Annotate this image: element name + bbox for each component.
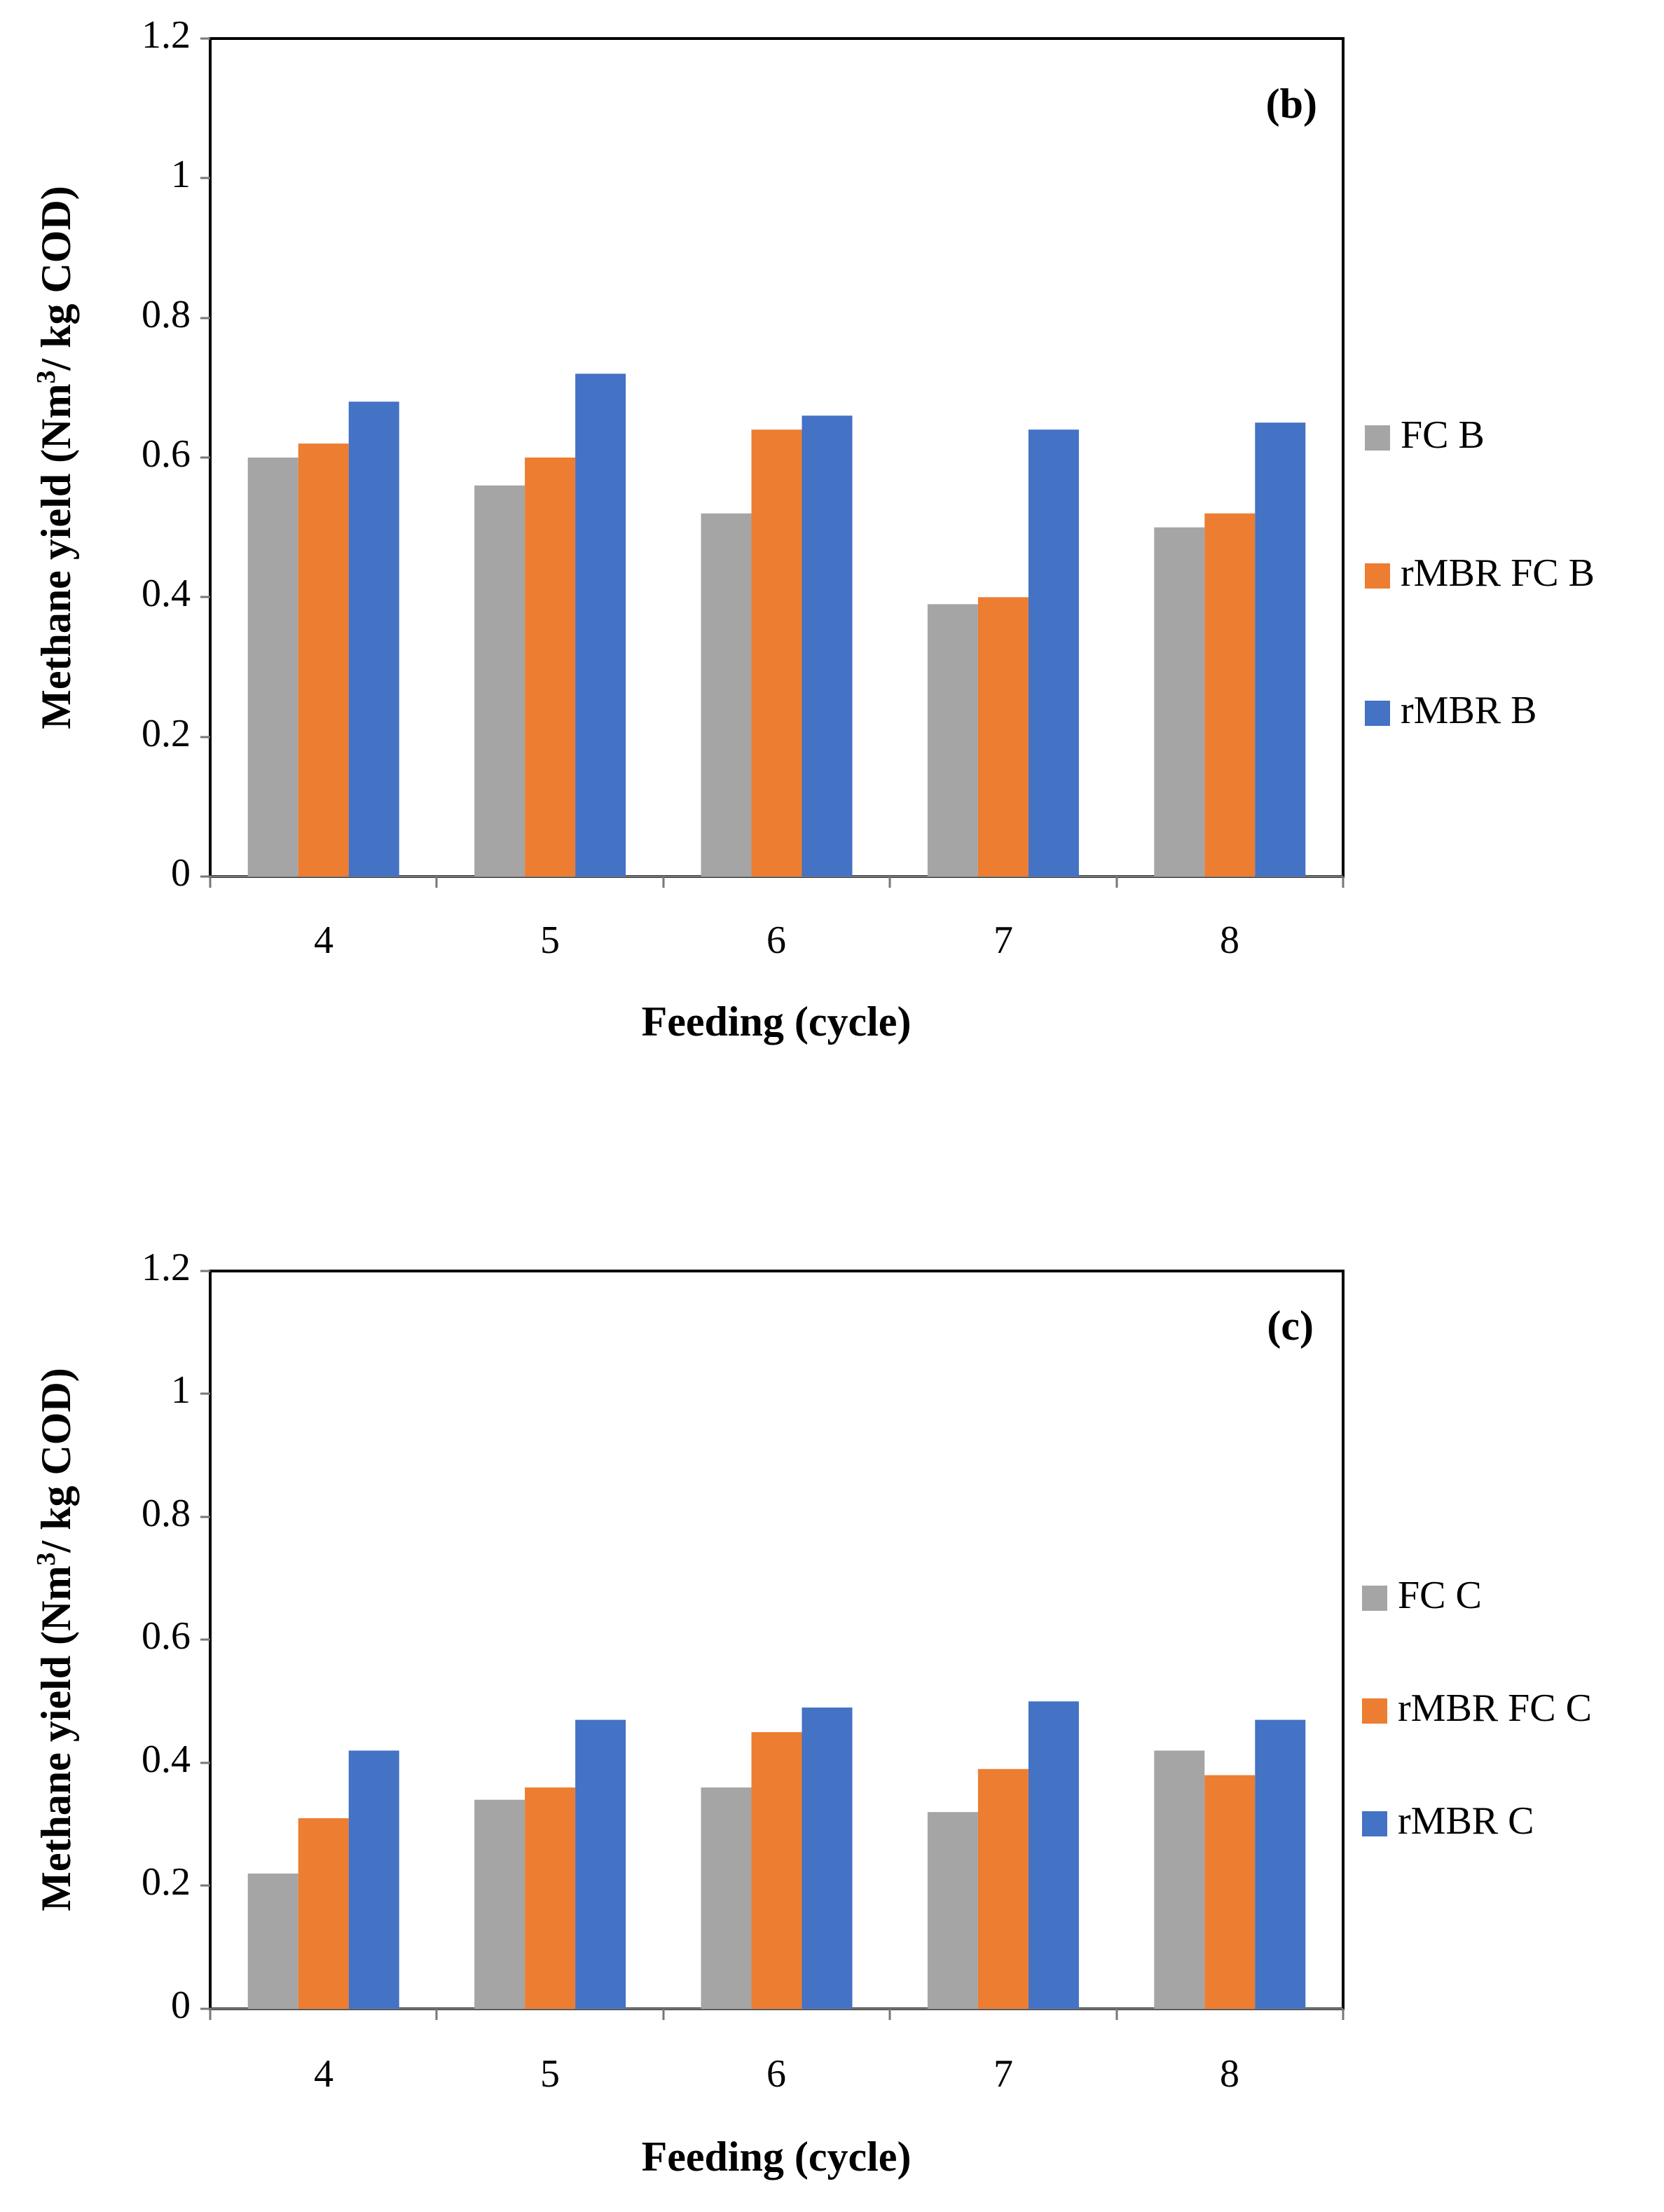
chart-c-xtick-label: 6 [766,2052,786,2096]
chart-b-bar-rmbr-6 [802,415,853,877]
chart-c-panel-label: (c) [1267,1303,1314,1349]
chart-c-y-axis-title-sup: 3 [32,1553,61,1566]
chart-c-bar-rmbr-5 [575,1719,626,2009]
chart-b-bar-fc-7 [927,604,978,877]
chart-c-bar-rmbr-4 [348,1750,399,2009]
chart-c-bar-fc-6 [701,1787,752,2009]
chart-c-bar-fc-4 [247,1873,298,2009]
chart-c-bar-rmbr-7 [1028,1701,1079,2009]
chart-c-xtick-label: 5 [540,2052,560,2096]
chart-c-bar-rmbr-fc-6 [751,1732,802,2009]
chart-b-xtick-label: 4 [314,919,334,962]
chart-c-ytick-label: 1 [171,1368,191,1412]
chart-b-ytick-label: 1.2 [142,13,191,57]
chart-c-ytick-label: 0.8 [142,1492,191,1535]
chart-b-ytick-label: 0.2 [142,712,191,755]
chart-b-y-axis-title-sup: 3 [32,371,61,384]
chart-c-ytick-label: 1.2 [142,1246,191,1289]
chart-b-ytick-label: 0.4 [142,572,191,615]
chart-b-bar-rmbr-5 [575,373,626,877]
chart-b-ytick-label: 1 [171,153,191,196]
chart-c-bar-fc-7 [927,1812,978,2009]
chart-c-bar-rmbr-8 [1255,1719,1306,2009]
chart-c-legend-swatch-rmbr-fc [1362,1698,1387,1724]
chart-b-y-axis-title-main: Methane yield (Nm [33,384,79,729]
chart-b-y-axis-title: Methane yield (Nm3/ kg COD) [32,186,79,729]
chart-c-bar-rmbr-6 [802,1708,853,2009]
chart-c-bars [247,1701,1306,2009]
chart-b-bar-rmbr-fc-5 [525,458,576,877]
chart-c-legend-label: rMBR FC C [1398,1687,1592,1730]
chart-b-bar-rmbr-4 [348,401,399,877]
chart-c-xtick-label: 4 [314,2052,334,2096]
chart-c-legend-swatch-fc [1362,1586,1387,1611]
chart-b-legend-swatch-rmbr [1365,701,1390,726]
chart-b: 0 0.2 0.4 0.6 0.8 1 1.2 4 5 6 7 8 Feedin… [32,13,1595,1045]
chart-b-legend-label: rMBR FC B [1401,551,1595,595]
chart-c-y-axis-title-main: Methane yield (Nm [33,1566,79,1911]
chart-b-legend-label: rMBR B [1401,689,1537,732]
chart-b-y-axis-title-tail: / kg COD) [33,186,79,371]
chart-c-xtick-label: 7 [993,2052,1013,2096]
chart-c-bar-rmbr-fc-5 [525,1787,576,2009]
chart-b-legend-swatch-fc [1365,425,1390,451]
chart-c-bar-rmbr-fc-4 [298,1818,349,2009]
chart-b-legend-label: FC B [1401,413,1485,457]
chart-b-xtick-label: 8 [1220,919,1239,962]
chart-b-bar-fc-6 [701,513,752,877]
chart-c-x-axis-title: Feeding (cycle) [642,2134,912,2180]
chart-b-legend: FC B rMBR FC B rMBR B [1365,413,1595,732]
chart-b-bar-fc-4 [247,458,298,877]
chart-c-legend-label: rMBR C [1398,1799,1534,1843]
chart-c-ytick-label: 0.2 [142,1860,191,1904]
chart-c-legend: FC C rMBR FC C rMBR C [1362,1574,1592,1843]
chart-b-bar-rmbr-8 [1255,423,1306,877]
chart-c-ytick-label: 0.4 [142,1738,191,1781]
chart-c-legend-swatch-rmbr [1362,1811,1387,1836]
chart-b-ytick-label: 0.6 [142,432,191,476]
chart-c-bar-rmbr-fc-7 [977,1768,1029,2009]
chart-c-y-axis-title: Methane yield (Nm3/ kg COD) [32,1368,79,1911]
chart-b-x-axis-title: Feeding (cycle) [642,998,912,1045]
chart-c-y-axis-title-tail: / kg COD) [33,1368,79,1553]
chart-b-xtick-label: 6 [766,919,786,962]
chart-b-ytick-label: 0.8 [142,293,191,336]
chart-c: 0 0.2 0.4 0.6 0.8 1 1.2 4 5 6 7 8 Feedin… [32,1246,1592,2180]
chart-b-legend-swatch-rmbr-fc [1365,563,1390,589]
chart-b-xtick-label: 7 [993,919,1013,962]
chart-b-ytick-label: 0 [171,851,191,895]
chart-c-bar-fc-5 [474,1799,525,2009]
chart-b-bars [247,373,1306,877]
chart-c-bar-fc-8 [1154,1750,1205,2009]
chart-b-bar-rmbr-fc-7 [977,597,1029,877]
chart-b-bar-rmbr-fc-4 [298,444,349,877]
chart-b-xtick-label: 5 [540,919,560,962]
chart-b-bar-fc-8 [1154,527,1205,877]
chart-c-legend-label: FC C [1398,1574,1482,1617]
chart-c-ytick-label: 0 [171,1984,191,2027]
chart-b-bar-rmbr-fc-6 [751,430,802,877]
chart-c-bar-rmbr-fc-8 [1204,1775,1256,2009]
chart-b-bar-rmbr-7 [1028,430,1079,877]
chart-b-panel-label: (b) [1266,81,1317,127]
chart-c-ytick-label: 0.6 [142,1614,191,1658]
chart-b-bar-fc-5 [474,485,525,877]
chart-c-xtick-label: 8 [1220,2052,1239,2096]
chart-b-bar-rmbr-fc-8 [1204,513,1256,877]
